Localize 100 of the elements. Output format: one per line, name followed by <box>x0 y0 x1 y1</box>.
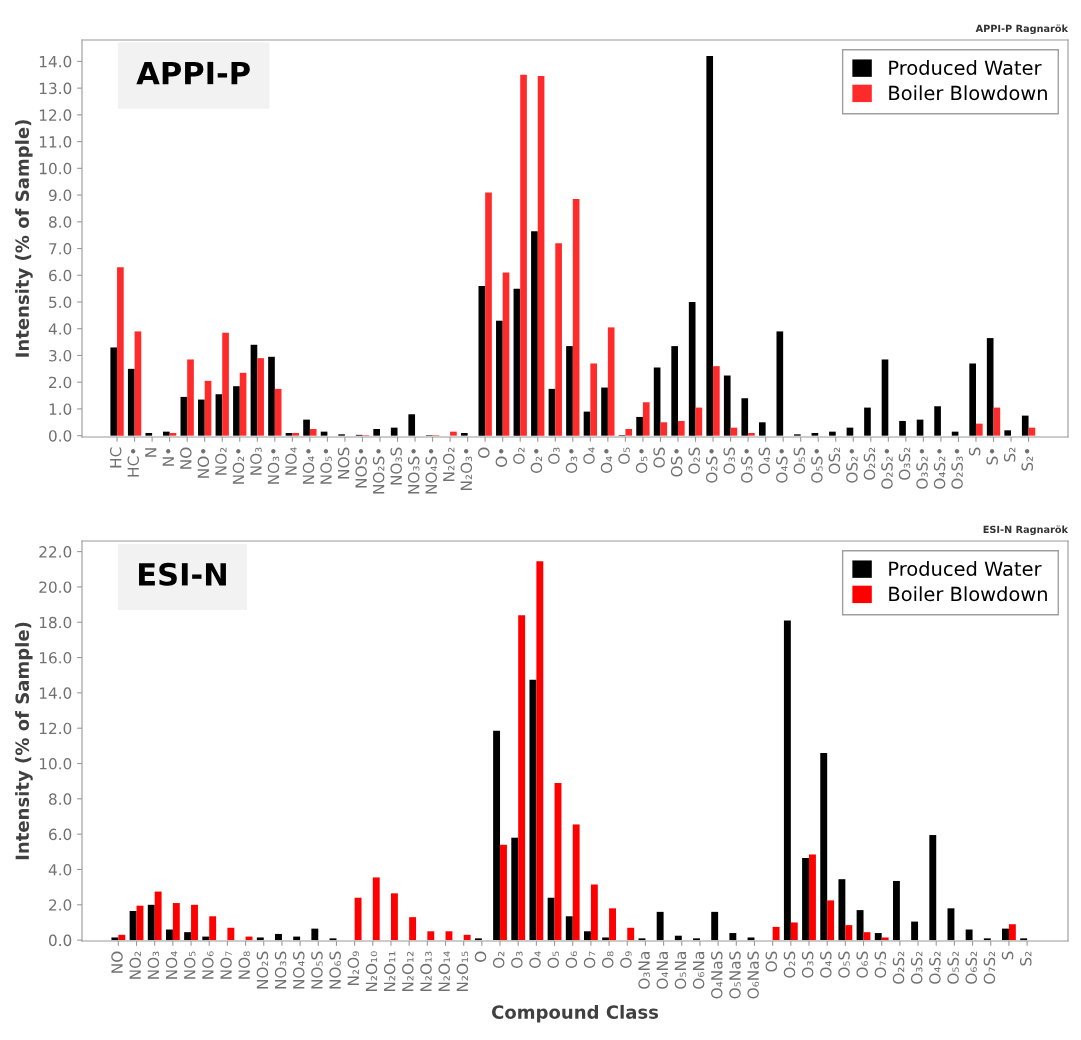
x-tick-label: O₆NaS <box>747 951 759 999</box>
bar <box>899 420 906 436</box>
y-tick-label: 10.0 <box>39 162 72 175</box>
bar <box>518 615 526 941</box>
x-tick-label: NOS <box>337 447 350 479</box>
x-tick-label: NO₄ <box>285 447 297 475</box>
x-tick-label: HC <box>109 447 122 468</box>
y-tick-label: 12.0 <box>39 109 72 121</box>
bar <box>565 916 573 941</box>
bar <box>555 243 562 436</box>
bar <box>165 929 173 941</box>
x-tick-label: S₂• <box>1021 449 1033 471</box>
bar <box>602 937 610 941</box>
bar <box>892 880 900 941</box>
x-tick-label: N₂O₃• <box>460 449 473 490</box>
y-tick-label: 12.0 <box>39 722 72 735</box>
bar <box>1028 427 1036 436</box>
x-tick-label: NO₂S <box>256 951 269 989</box>
x-tick-label: O₉ <box>620 951 632 969</box>
bar <box>993 407 1001 436</box>
bar <box>129 910 137 941</box>
x-tick-label: O₅S <box>793 447 806 474</box>
x-tick-label: NO₃ <box>250 447 262 475</box>
bar <box>354 897 362 941</box>
bar <box>1021 415 1029 436</box>
x-tick-label: O₄S <box>820 951 832 978</box>
bar <box>820 752 828 941</box>
y-tick-label: 3.0 <box>49 349 72 362</box>
x-axis-title: Compound Class <box>491 1004 659 1023</box>
x-tick-label: OS <box>765 951 778 972</box>
bar <box>256 937 264 941</box>
bar <box>127 368 135 436</box>
x-tick-label: NO₇ <box>220 951 232 979</box>
x-tick-label: O₃S <box>801 951 814 978</box>
y-tick-label: 0.0 <box>48 430 72 442</box>
x-tick-label: O₅S• <box>811 449 823 483</box>
bar <box>180 396 188 436</box>
x-tick-label: O₄S₂ <box>929 951 941 984</box>
bar <box>929 835 937 941</box>
x-tick-label: NO₄S• <box>425 449 438 494</box>
bar <box>117 267 124 436</box>
x-tick-label: O₂S <box>688 447 700 474</box>
x-tick-label: N₂O₉ <box>347 951 360 985</box>
bar <box>309 428 317 436</box>
y-axis-title: Intensity (% of Sample) <box>15 120 33 357</box>
bar <box>590 363 597 436</box>
y-tick-label: 10.0 <box>39 757 72 770</box>
x-tick-label: O₂ <box>513 447 525 465</box>
bar <box>741 398 749 436</box>
bar <box>790 922 798 941</box>
x-tick-label: O₃ <box>548 447 560 465</box>
legend-label: Produced Water <box>889 561 1042 577</box>
x-tick-label: NO <box>111 951 123 973</box>
bar <box>292 432 300 436</box>
bar <box>500 844 507 941</box>
x-tick-label: S <box>1001 951 1014 960</box>
bar <box>688 301 696 436</box>
bar <box>607 327 615 436</box>
x-tick-label: S <box>968 447 981 456</box>
bar <box>493 730 501 941</box>
bar <box>811 432 819 436</box>
bar <box>695 407 703 436</box>
x-tick-label: O₆Na <box>692 952 705 989</box>
bar <box>520 74 527 436</box>
bar <box>677 420 685 436</box>
legend-label: Produced Water <box>889 60 1042 76</box>
x-tick-label: OS <box>653 447 665 468</box>
y-tick-label: 14.0 <box>39 55 72 68</box>
x-tick-label: NO <box>180 447 192 469</box>
bar <box>460 432 468 436</box>
y-tick-label: 4.0 <box>48 323 72 335</box>
bar <box>268 356 275 436</box>
bar <box>609 908 616 941</box>
bar <box>802 858 809 941</box>
x-tick-label: O• <box>495 449 508 467</box>
x-tick-label: NO₃• <box>267 449 280 484</box>
y-tick-label: 1.0 <box>49 403 72 415</box>
bar <box>198 399 205 436</box>
y-tick-label: 13.0 <box>39 82 72 95</box>
bar <box>390 427 398 436</box>
bar <box>463 934 471 941</box>
bar <box>537 76 545 436</box>
bar <box>1004 430 1012 436</box>
bar <box>485 192 492 436</box>
x-tick-label: O₄• <box>600 449 613 474</box>
x-tick-label: O₂• <box>530 449 543 474</box>
x-tick-label: O₃S₂ <box>910 951 923 984</box>
x-tick-label: O₈ <box>601 951 614 969</box>
bar <box>729 933 737 941</box>
bar <box>187 359 194 436</box>
x-tick-label: O₅Na <box>674 952 687 989</box>
bar <box>511 837 519 941</box>
x-tick-label: NO₃S• <box>407 449 420 494</box>
x-tick-label: O₄Na <box>656 952 669 989</box>
y-tick-label: 2.0 <box>49 899 72 911</box>
x-tick-label: NOS• <box>355 449 367 488</box>
bar <box>671 346 678 436</box>
bar <box>583 411 591 436</box>
bar <box>303 419 310 436</box>
bar <box>227 927 235 941</box>
